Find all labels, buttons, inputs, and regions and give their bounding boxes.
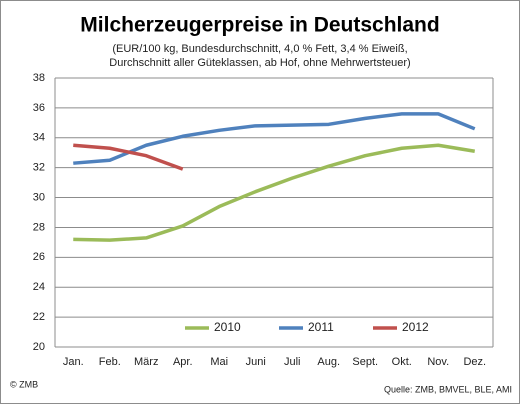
y-tick-label: 34: [33, 132, 45, 144]
y-tick-label: 22: [33, 311, 45, 323]
y-tick-label: 30: [33, 191, 45, 203]
copyright: © ZMB: [10, 379, 38, 389]
x-tick-label: Apr.: [173, 356, 193, 368]
x-tick-label: März: [134, 356, 158, 368]
legend-label: 2010: [214, 320, 241, 334]
x-tick-label: Sept.: [352, 356, 378, 368]
x-tick-label: Dez.: [463, 356, 486, 368]
x-tick-label: Mai: [210, 356, 228, 368]
y-tick-label: 36: [33, 102, 45, 114]
line-series: [73, 112, 476, 165]
y-tick-label: 32: [33, 162, 45, 174]
x-tick-label: Nov.: [427, 356, 449, 368]
source: Quelle: ZMB, BMVEL, BLE, AMI: [384, 384, 512, 394]
y-tick-label: 26: [33, 251, 45, 263]
x-tick-label: Okt.: [392, 356, 412, 368]
x-tick-label: Juli: [284, 356, 301, 368]
x-tick-label: Feb.: [99, 356, 121, 368]
x-tick-label: Jan.: [63, 356, 84, 368]
legend-label: 2011: [308, 320, 334, 334]
x-tick-label: Juni: [246, 356, 266, 368]
chart-title: Milcherzeugerpreise in Deutschland: [80, 14, 439, 37]
y-tick-label: 24: [33, 281, 45, 293]
y-tick-label: 28: [33, 221, 45, 233]
line-series: [73, 143, 476, 242]
chart-subtitle: (EUR/100 kg, Bundesdurchschnitt, 4,0 % F…: [112, 43, 407, 55]
y-tick-label: 38: [33, 72, 45, 84]
legend-label: 2012: [402, 320, 429, 334]
chart-subtitle: Durchschnitt aller Güteklassen, ab Hof, …: [109, 57, 410, 69]
line-series: [73, 143, 184, 171]
y-tick-label: 20: [33, 341, 45, 353]
x-tick-label: Aug.: [317, 356, 340, 368]
